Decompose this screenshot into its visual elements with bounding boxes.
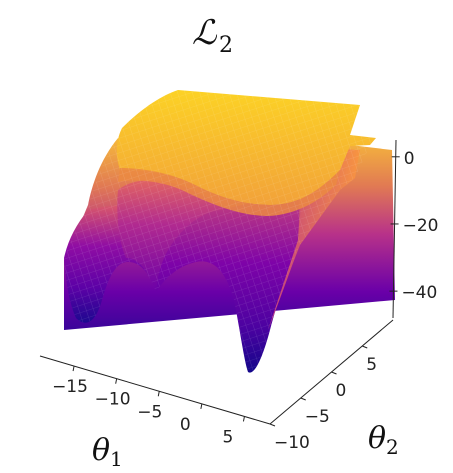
y-tick-label: 5 [366, 355, 377, 375]
x-axis-label-subscript: 1 [110, 447, 123, 471]
x-tick-mark [157, 391, 160, 397]
y-tick-mark [331, 371, 337, 375]
x-tick-mark [200, 403, 203, 409]
y-axis-label-symbol: θ [368, 421, 386, 456]
surface-mesh-overlay [64, 90, 376, 373]
x-tick-label: −15 [52, 377, 88, 397]
x-tick-label: 0 [180, 415, 191, 435]
y-tick-label: −5 [305, 407, 330, 427]
y-tick-mark [300, 397, 306, 401]
title-subscript: 2 [219, 33, 233, 58]
z-tick-label: −20 [403, 216, 439, 236]
surface-mesh [64, 90, 395, 373]
x-tick-label: 5 [222, 427, 233, 447]
x-tick-label: −10 [95, 390, 131, 410]
y-axis-label: θ 2 [368, 421, 399, 459]
title-symbol: ℒ [192, 13, 218, 53]
x-axis-label-symbol: θ [92, 433, 110, 468]
x-axis-label: θ 1 [92, 433, 123, 471]
x-axis-line [39, 355, 271, 425]
y-axis-label-subscript: 2 [386, 435, 399, 459]
x-tick-label: −5 [137, 402, 162, 422]
y-tick-label: −10 [274, 433, 310, 453]
y-tick-mark [269, 423, 276, 427]
y-tick-label: 0 [336, 381, 347, 401]
x-tick-mark [72, 365, 75, 372]
x-tick-group: −15 −10 −5 0 5 [52, 365, 245, 447]
z-tick-label: −40 [401, 283, 437, 303]
x-tick-mark [242, 416, 245, 422]
x-tick-mark [115, 378, 118, 384]
y-tick-mark [362, 345, 368, 349]
z-tick-group: 0 −20 −40 [389, 149, 438, 303]
chart-title: ℒ 2 [192, 13, 233, 58]
y-tick-group: −10 −5 05 [269, 345, 377, 453]
z-tick-label: 0 [404, 149, 415, 169]
z-axis-line [392, 139, 397, 319]
